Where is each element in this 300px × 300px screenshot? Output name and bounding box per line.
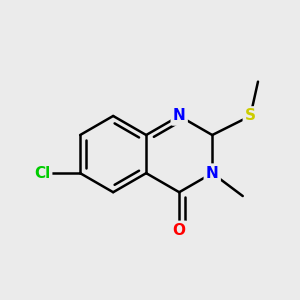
Text: O: O (173, 223, 186, 238)
Text: S: S (245, 109, 256, 124)
Text: N: N (173, 109, 186, 124)
Text: Cl: Cl (34, 166, 50, 181)
Text: N: N (206, 166, 219, 181)
